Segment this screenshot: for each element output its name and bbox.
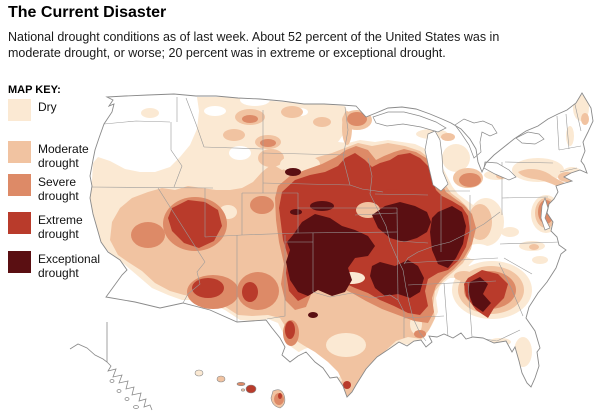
key-item-label: Extreme drought bbox=[38, 213, 83, 241]
drought-layers bbox=[90, 93, 593, 397]
extreme-swatch bbox=[8, 212, 31, 234]
us-outline bbox=[89, 92, 594, 398]
page-title: The Current Disaster bbox=[8, 4, 167, 21]
key-item-label: Severe drought bbox=[38, 175, 79, 203]
lake-erie bbox=[483, 161, 517, 181]
lake-superior bbox=[372, 111, 447, 133]
lake-michigan bbox=[424, 130, 449, 192]
lake-huron bbox=[454, 118, 498, 159]
state-borders bbox=[90, 97, 582, 342]
exceptional-swatch bbox=[8, 251, 31, 273]
severe-swatch bbox=[8, 174, 31, 196]
alaska-inset bbox=[69, 322, 153, 411]
dry-swatch bbox=[8, 99, 31, 121]
map-key-label: MAP KEY: bbox=[8, 84, 61, 96]
map-key: MAP KEY: Dry Moderate drought Severe dro… bbox=[8, 84, 100, 280]
page-subtitle: National drought conditions as of last w… bbox=[8, 30, 500, 60]
key-item-label: Moderate drought bbox=[38, 142, 89, 170]
great-lakes bbox=[372, 111, 551, 231]
moderate-swatch bbox=[8, 141, 31, 163]
header: The Current Disaster National drought co… bbox=[8, 4, 568, 61]
drought-layer-exceptional bbox=[285, 168, 491, 318]
key-item-label: Dry bbox=[38, 100, 57, 114]
lake-ontario bbox=[515, 131, 545, 145]
key-item-label: Exceptional drought bbox=[38, 252, 101, 280]
hawaii-inset bbox=[194, 369, 286, 409]
